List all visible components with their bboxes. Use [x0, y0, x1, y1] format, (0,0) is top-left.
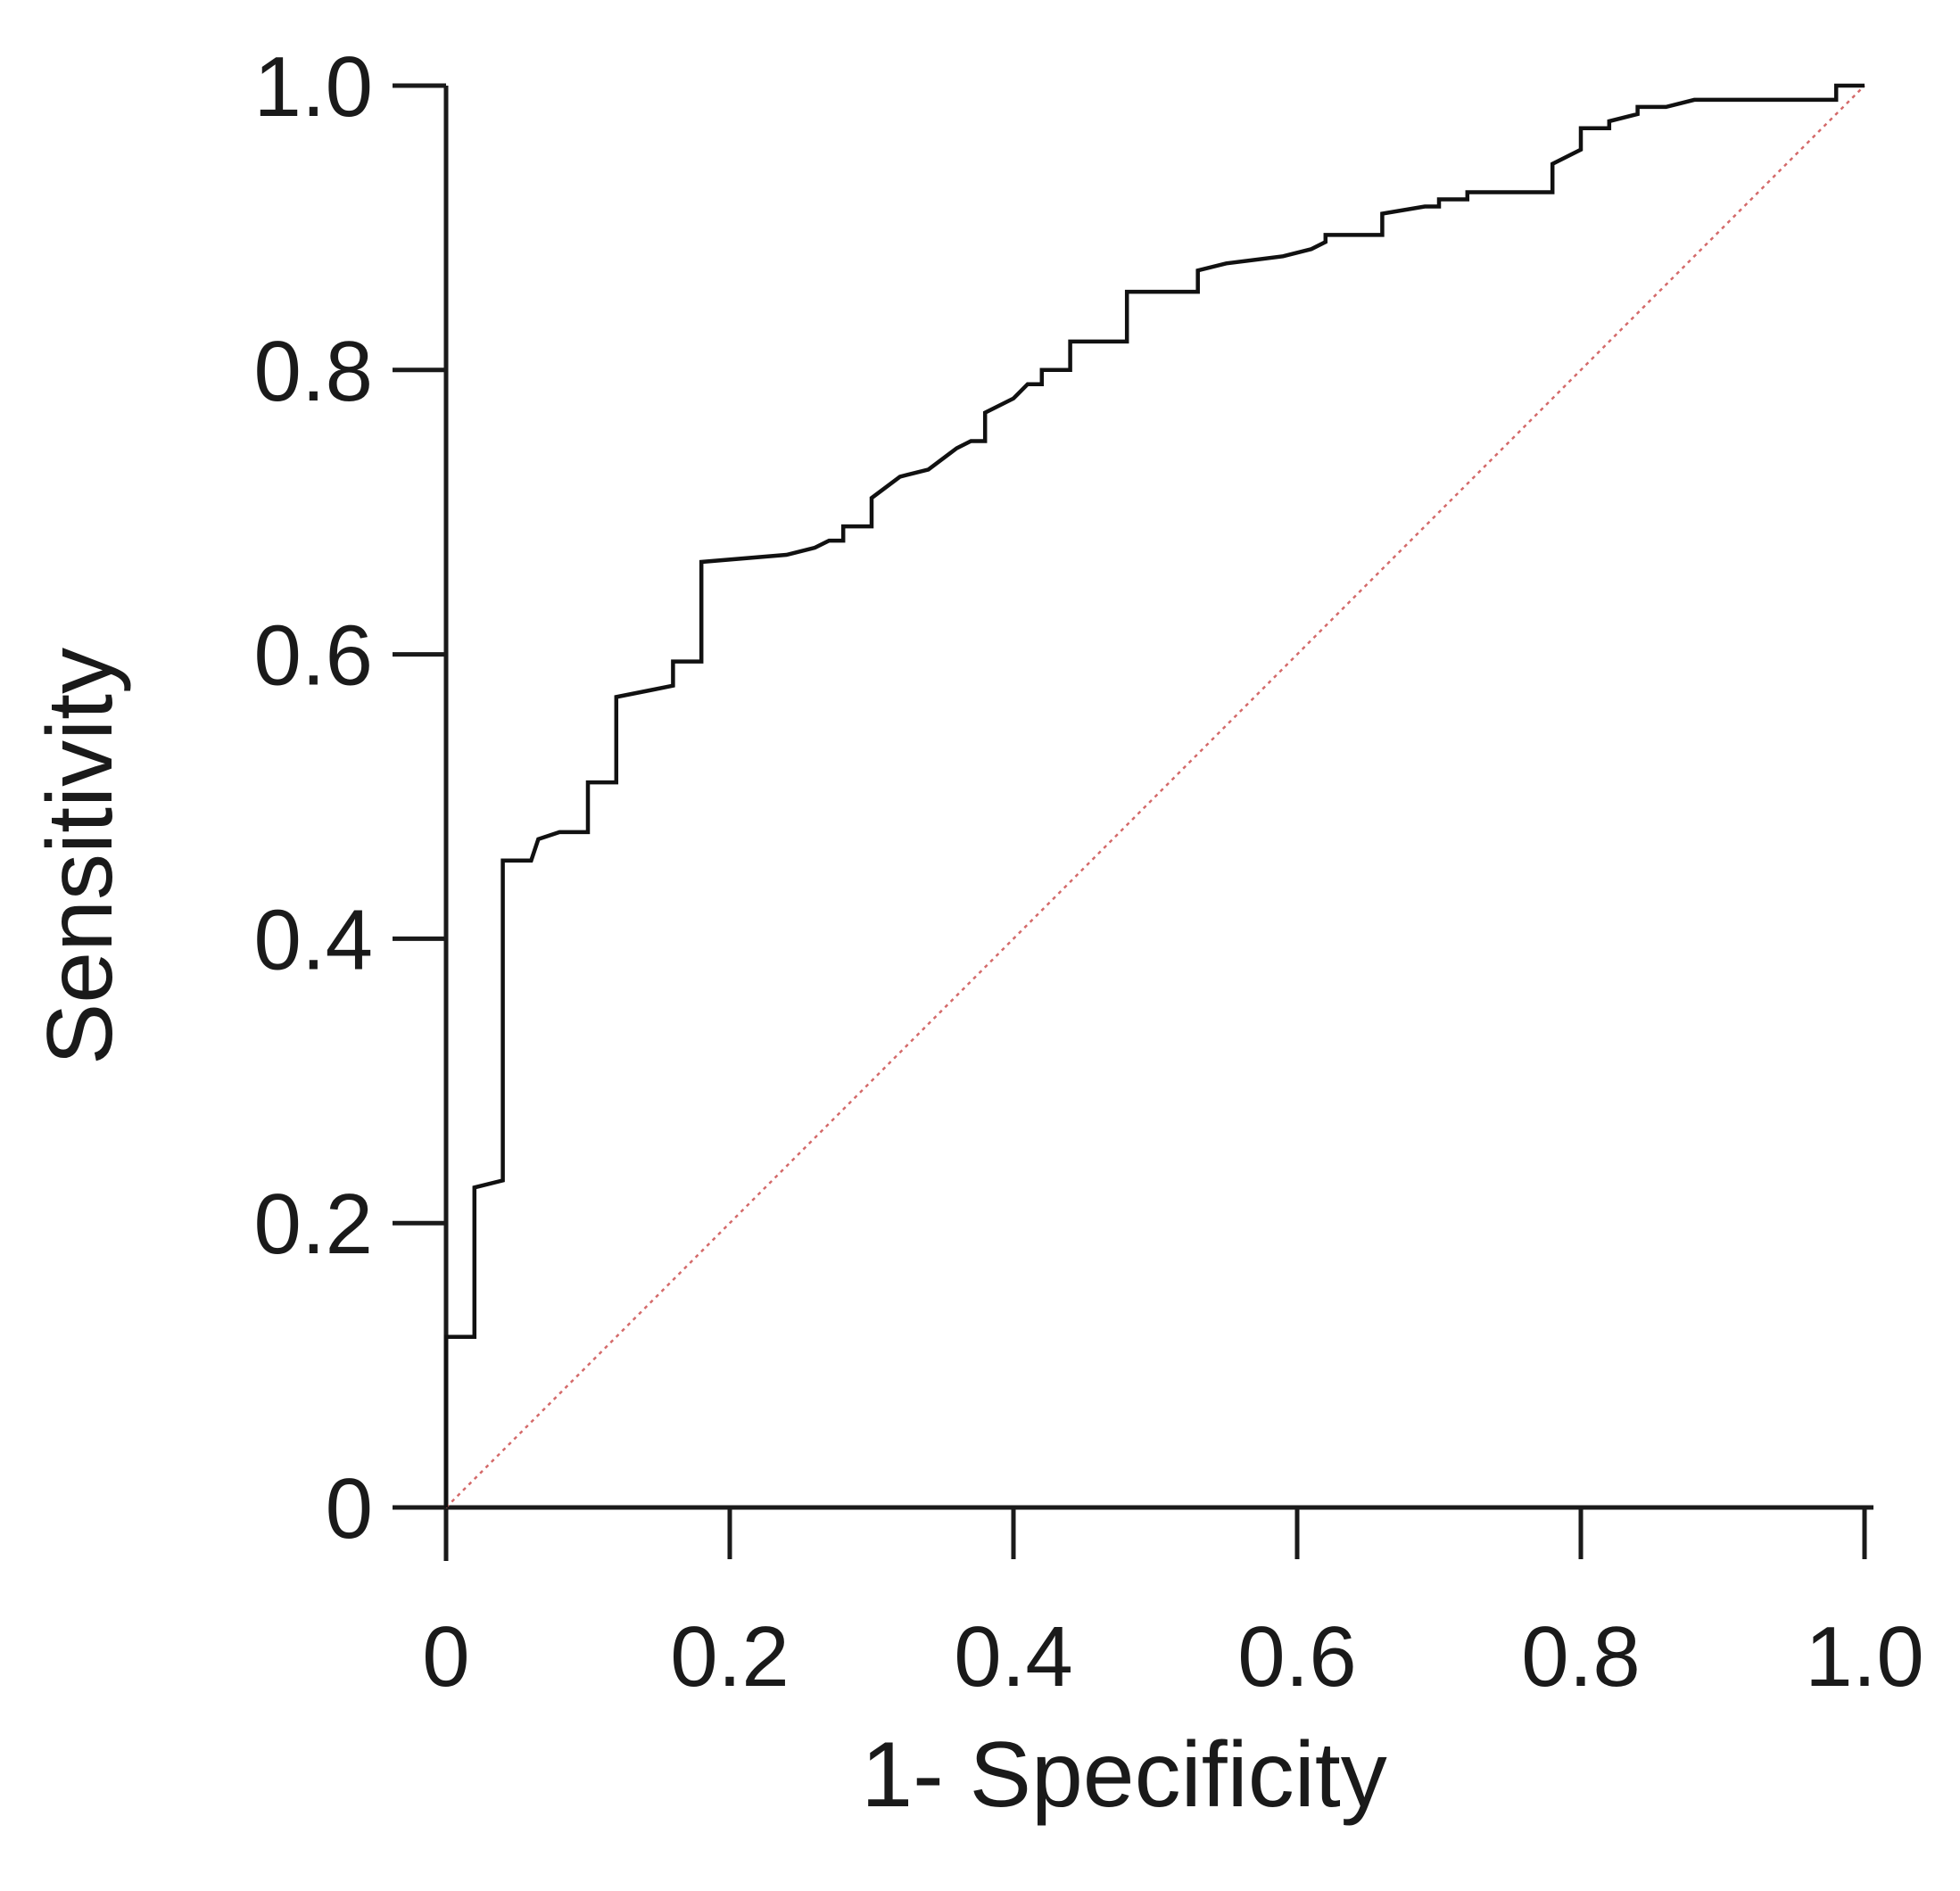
axes	[393, 86, 1873, 1561]
x-tick-label-1: 0.2	[670, 1609, 789, 1705]
x-tick-label-3: 0.6	[1237, 1609, 1356, 1705]
x-tick-label-5: 1.0	[1805, 1609, 1923, 1705]
y-tick-label-5: 1.0	[254, 39, 373, 135]
y-tick-label-3: 0.6	[254, 608, 373, 704]
y-tick-label-2: 0.4	[254, 892, 373, 987]
roc-curve-line	[443, 83, 1865, 1507]
x-axis-title: 1- Specificity	[861, 1723, 1387, 1827]
series	[443, 83, 1865, 1508]
y-tick-label-4: 0.8	[254, 324, 373, 419]
x-tick-label-4: 0.8	[1521, 1609, 1640, 1705]
y-tick-label-1: 0.2	[254, 1177, 373, 1272]
x-tick-label-2: 0.4	[954, 1609, 1072, 1705]
y-tick-label-0: 0	[326, 1461, 373, 1557]
y-axis-title: Sensitivity	[29, 648, 132, 1065]
reference-diagonal-line	[445, 85, 1865, 1508]
ticks: 0 0.2 0.4 0.6 0.8 1.0 0 0.2 0.4 0.6 0.8 1.0	[254, 39, 1924, 1705]
x-tick-label-0: 0	[422, 1609, 469, 1705]
